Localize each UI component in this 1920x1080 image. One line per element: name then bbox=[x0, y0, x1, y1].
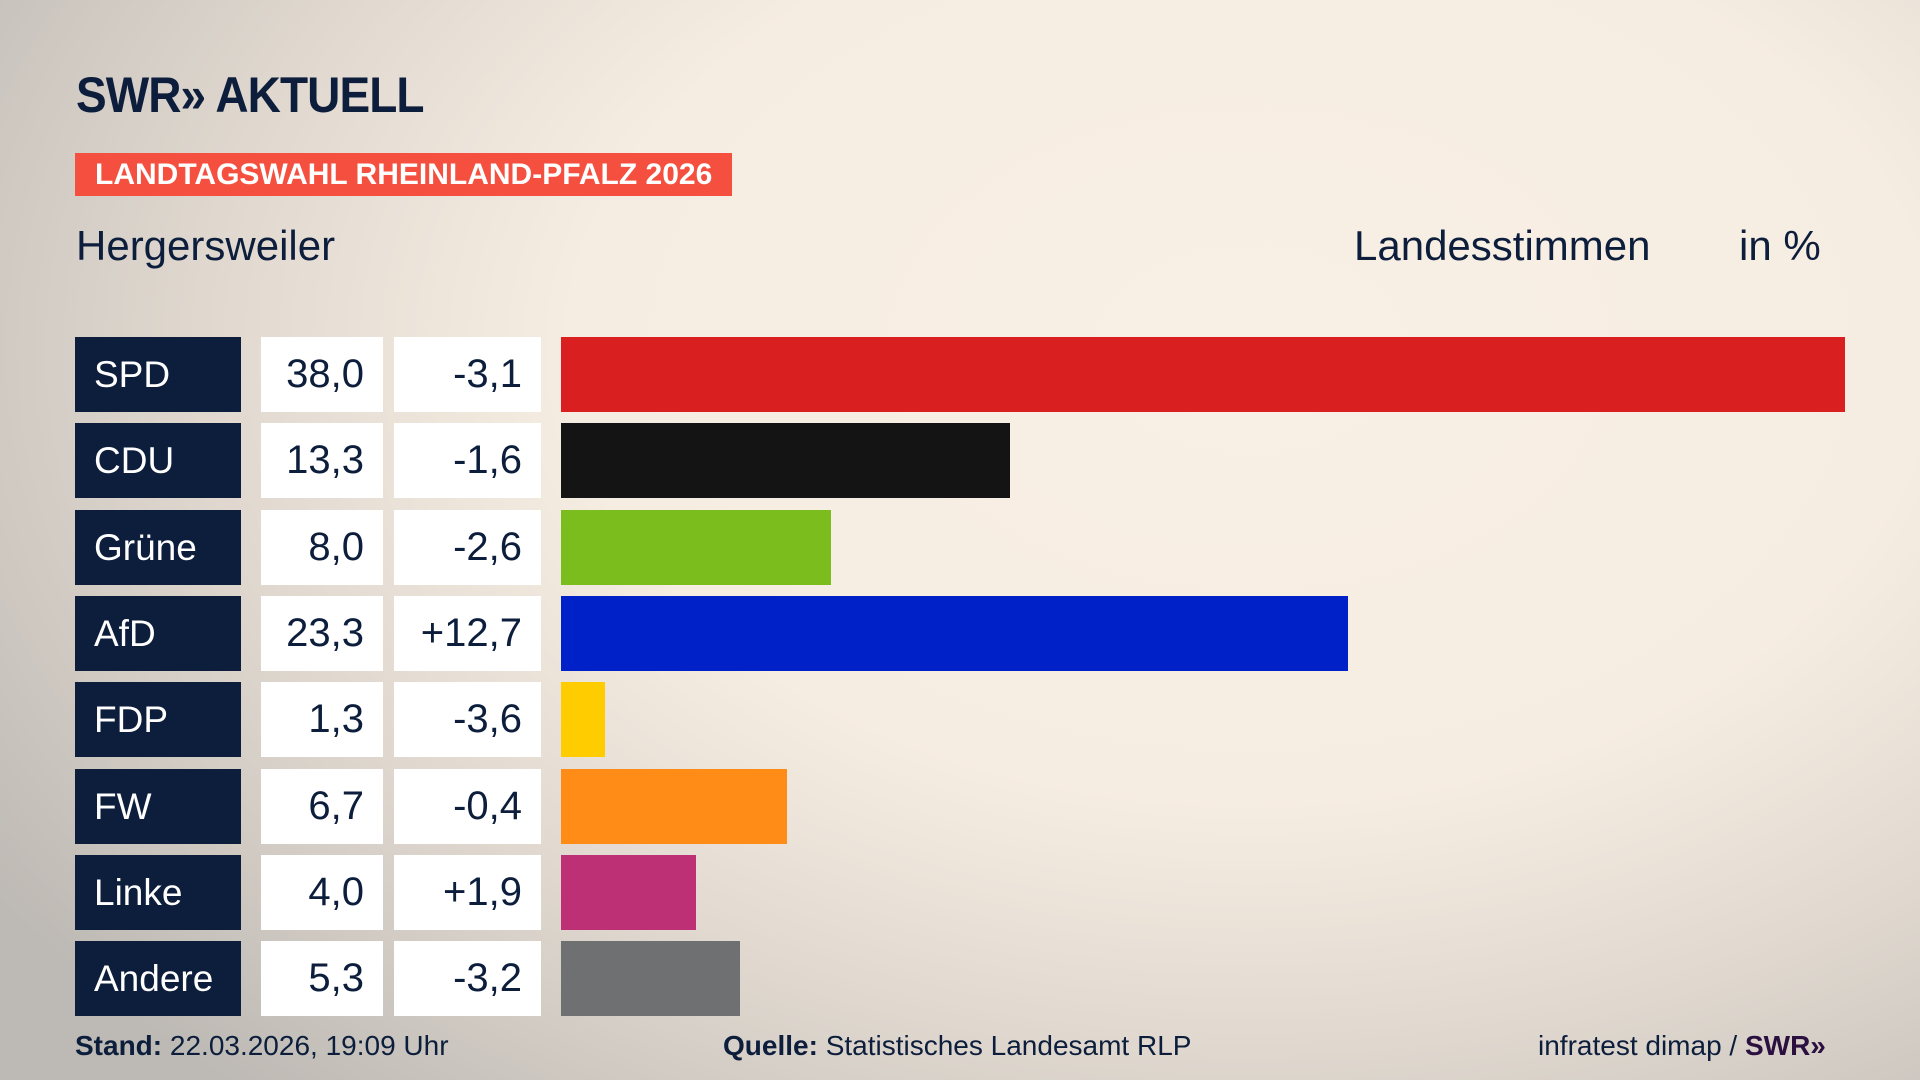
bar-afd bbox=[561, 595, 1349, 671]
bar-spd bbox=[561, 337, 1845, 412]
source-value: Statistisches Landesamt RLP bbox=[825, 1030, 1192, 1061]
diff-label: -1,6 bbox=[394, 423, 541, 499]
value-label: 13,3 bbox=[261, 423, 383, 499]
diff-label: -0,4 bbox=[394, 768, 541, 844]
bar-fw bbox=[561, 768, 788, 844]
bar-cdu bbox=[561, 423, 1011, 499]
value-label: 8,0 bbox=[261, 509, 383, 585]
bar-andere bbox=[561, 941, 741, 1017]
diff-label: +1,9 bbox=[394, 854, 541, 930]
bar-grüne bbox=[561, 509, 832, 585]
party-label: AfD bbox=[75, 595, 241, 671]
stand-value: 22.03.2026, 19:09 Uhr bbox=[169, 1030, 449, 1061]
diff-label: -3,2 bbox=[394, 941, 541, 1017]
bar-linke bbox=[561, 854, 697, 930]
party-label: FDP bbox=[75, 682, 241, 758]
diff-label: -2,6 bbox=[394, 509, 541, 585]
region-title: Hergersweiler bbox=[76, 222, 336, 269]
value-label: 23,3 bbox=[261, 595, 383, 671]
value-label: 6,7 bbox=[261, 768, 383, 844]
source-label: Quelle: bbox=[723, 1030, 818, 1061]
party-label: Andere bbox=[75, 941, 241, 1017]
party-label: CDU bbox=[75, 423, 241, 499]
diff-label: +12,7 bbox=[394, 595, 541, 671]
swr-aktuell-logo: SWR» AKTUELL bbox=[76, 67, 424, 123]
vote-type-label: Landesstimmen bbox=[1354, 222, 1651, 269]
diff-label: -3,1 bbox=[394, 337, 541, 412]
value-label: 1,3 bbox=[261, 682, 383, 758]
party-label: Grüne bbox=[75, 509, 241, 585]
unit-label: in % bbox=[1739, 222, 1821, 269]
party-label: Linke bbox=[75, 854, 241, 930]
bar-fdp bbox=[561, 682, 605, 758]
election-banner: LANDTAGSWAHL RHEINLAND-PFALZ 2026 bbox=[75, 153, 733, 196]
party-label: SPD bbox=[75, 337, 241, 412]
diff-label: -3,6 bbox=[394, 682, 541, 758]
source: Quelle: Statistisches Landesamt RLP bbox=[723, 1030, 1191, 1062]
swr-logo: SWR» bbox=[1744, 1030, 1826, 1061]
value-label: 38,0 bbox=[261, 337, 383, 412]
credit-text: infratest dimap / bbox=[1538, 1030, 1738, 1061]
timestamp: Stand: 22.03.2026, 19:09 Uhr bbox=[75, 1030, 449, 1062]
party-label: FW bbox=[75, 768, 241, 844]
credit: infratest dimap / SWR» bbox=[1538, 1030, 1826, 1062]
stand-label: Stand: bbox=[75, 1030, 163, 1061]
value-label: 4,0 bbox=[261, 854, 383, 930]
value-label: 5,3 bbox=[261, 941, 383, 1017]
